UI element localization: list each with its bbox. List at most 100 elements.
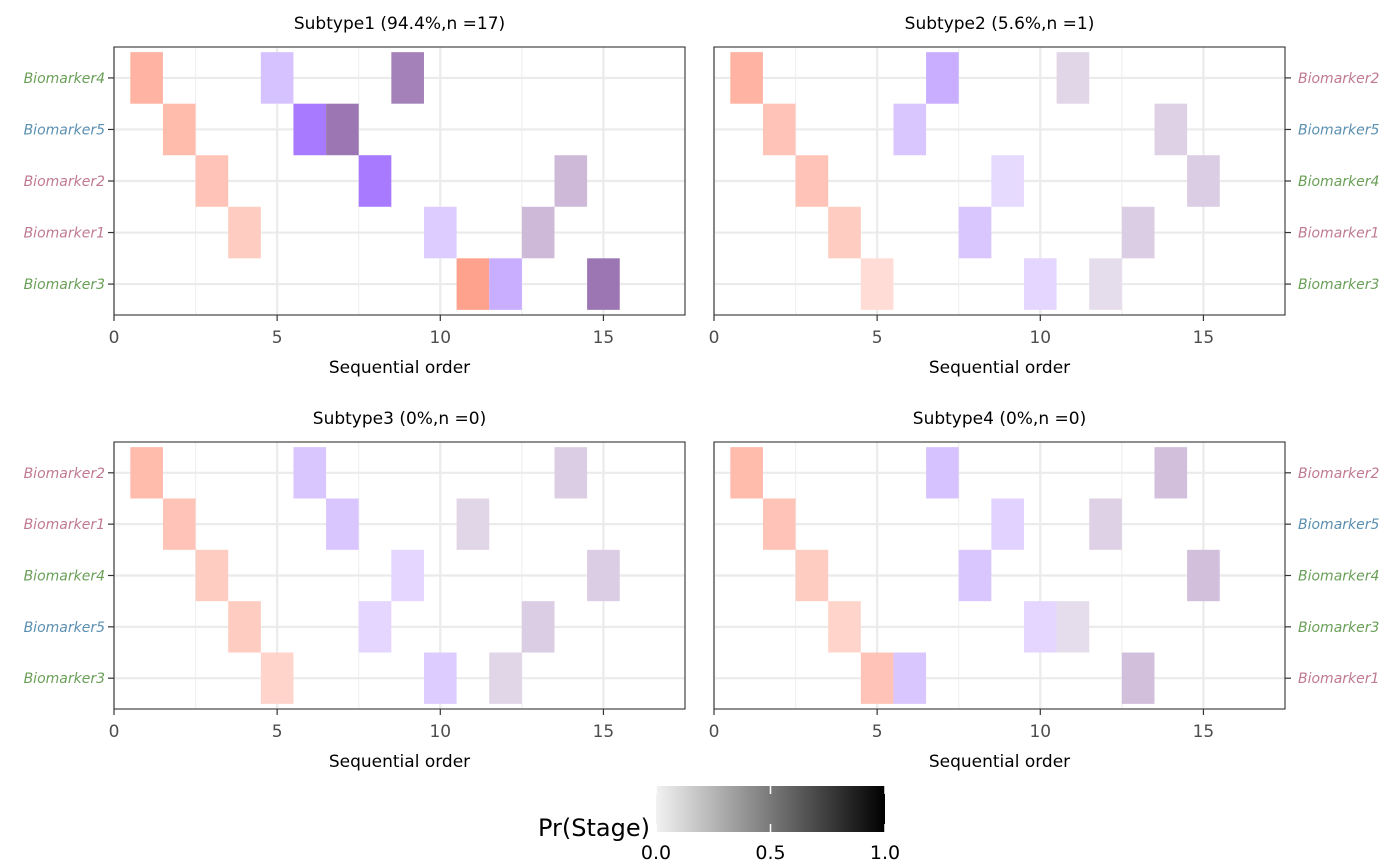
heatmap-cell — [162, 498, 196, 550]
x-tick-label: 15 — [593, 722, 615, 742]
heatmap-cell — [358, 155, 392, 207]
legend-ticks: 0.0 0.5 1.0 — [641, 786, 900, 864]
heatmap-cell — [762, 103, 796, 156]
heatmap-cell — [1121, 652, 1155, 704]
heatmap-cell — [1089, 498, 1122, 550]
x-tick-label: 5 — [272, 328, 283, 348]
heatmap-cell — [958, 549, 992, 602]
heatmap-cell — [860, 652, 894, 704]
x-tick-label: 0 — [709, 722, 720, 742]
heatmap-cell — [162, 103, 196, 156]
y-tick-label: Biomarker5 — [24, 122, 106, 138]
heatmap-cell — [991, 498, 1024, 550]
heatmap-cell — [1056, 52, 1090, 104]
heatmap-cell — [730, 52, 763, 104]
x-tick-label: 5 — [272, 722, 283, 742]
panel-4: Subtype4 (0%,n =0) 0 5 10 15 Sequential order… — [709, 409, 1380, 772]
panel-title: Subtype1 (94.4%,n =17) — [294, 14, 505, 34]
y-tick-label: Biomarker5 — [1298, 517, 1380, 533]
heatmap-cell — [795, 549, 829, 602]
heatmap-cell — [893, 652, 927, 704]
heatmap-cell — [293, 103, 327, 156]
x-tick-label: 10 — [1029, 722, 1051, 742]
panel-title: Subtype2 (5.6%,n =1) — [905, 14, 1095, 34]
heatmap-cell — [958, 206, 992, 259]
heatmap-cell — [587, 258, 620, 310]
y-tick-label: Biomarker4 — [24, 71, 105, 87]
heatmap-cell — [489, 258, 522, 310]
x-axis-title: Sequential order — [329, 358, 470, 378]
panel-title: Subtype3 (0%,n =0) — [313, 409, 486, 429]
heatmap-cell — [391, 52, 424, 104]
heatmap-cell — [795, 155, 829, 207]
panel-title: Subtype4 (0%,n =0) — [913, 409, 1086, 429]
x-tick-label: 0 — [109, 722, 120, 742]
heatmap-cell — [860, 258, 894, 310]
y-tick-label: Biomarker2 — [1298, 71, 1380, 87]
heatmap-cell — [456, 258, 490, 310]
y-tick-label: Biomarker4 — [1298, 174, 1379, 190]
heatmap-cell — [423, 652, 457, 704]
x-tick-label: 0 — [709, 328, 720, 348]
y-tick-label: Biomarker5 — [24, 620, 106, 636]
legend-title: Pr(Stage) — [538, 814, 650, 842]
heatmap-cell — [456, 498, 490, 550]
y-tick-label: Biomarker1 — [1298, 226, 1379, 242]
heatmap-cell — [554, 155, 588, 207]
heatmap-cell — [521, 601, 555, 653]
heatmap-cell — [326, 103, 359, 156]
heatmap-cell — [391, 549, 424, 602]
x-axis-title: Sequential order — [329, 752, 470, 772]
y-tick-label: Biomarker3 — [1298, 620, 1379, 636]
heatmap-cell — [1187, 549, 1220, 602]
heatmap-cell — [228, 601, 261, 653]
y-tick-label: Biomarker2 — [24, 174, 106, 190]
heatmap-cell — [521, 206, 555, 259]
x-tick-label: 5 — [872, 722, 883, 742]
heatmap-cell — [1121, 206, 1155, 259]
panel-3: Subtype3 (0%,n =0) 0 5 10 15 Sequential order… — [24, 409, 686, 772]
heatmap-cell — [893, 103, 927, 156]
heatmap-cell — [1154, 103, 1188, 156]
x-tick-label: 10 — [1029, 328, 1051, 348]
heatmap-cell — [489, 652, 522, 704]
heatmap-cell — [293, 447, 327, 499]
heatmap-cell — [1056, 601, 1090, 653]
x-axis-title: Sequential order — [929, 752, 1070, 772]
heatmap-cell — [926, 447, 959, 499]
heatmap-cell — [762, 498, 796, 550]
x-tick-label: 5 — [872, 328, 883, 348]
y-tick-label: Biomarker3 — [24, 671, 105, 687]
heatmap-cell — [260, 652, 294, 704]
legend: Pr(Stage) 0.0 0.5 1.0 — [538, 786, 900, 864]
y-tick-label: Biomarker1 — [24, 226, 105, 242]
heatmap-cell — [1187, 155, 1220, 207]
heatmap-cell — [130, 447, 163, 499]
x-tick-label: 15 — [593, 328, 615, 348]
x-tick-label: 10 — [429, 328, 451, 348]
heatmap-cell — [1023, 258, 1057, 310]
heatmap-cell — [991, 155, 1024, 207]
x-tick-label: 15 — [1193, 722, 1215, 742]
heatmap-cell — [587, 549, 620, 602]
y-tick-label: Biomarker4 — [24, 569, 105, 585]
heatmap-cell — [730, 447, 763, 499]
y-tick-label: Biomarker3 — [24, 277, 105, 293]
heatmap-cell — [554, 447, 588, 499]
legend-tick-label: 1.0 — [870, 842, 900, 864]
y-tick-label: Biomarker1 — [24, 517, 105, 533]
panels-group: Subtype1 (94.4%,n =17) 0 5 10 15 Sequential o… — [24, 14, 1380, 772]
x-axis-title: Sequential order — [929, 358, 1070, 378]
legend-tick-label: 0.5 — [755, 842, 785, 864]
legend-tick-label: 0.0 — [641, 842, 671, 864]
x-tick-label: 15 — [1193, 328, 1215, 348]
y-tick-label: Biomarker5 — [1298, 122, 1380, 138]
heatmap-cell — [260, 52, 294, 104]
x-tick-label: 10 — [429, 722, 451, 742]
heatmap-cell — [1154, 447, 1188, 499]
heatmap-cell — [1089, 258, 1122, 310]
y-tick-label: Biomarker2 — [1298, 466, 1380, 482]
heatmap-cell — [1023, 601, 1057, 653]
panel-1: Subtype1 (94.4%,n =17) 0 5 10 15 Sequential o… — [24, 14, 686, 378]
y-tick-label: Biomarker4 — [1298, 569, 1379, 585]
